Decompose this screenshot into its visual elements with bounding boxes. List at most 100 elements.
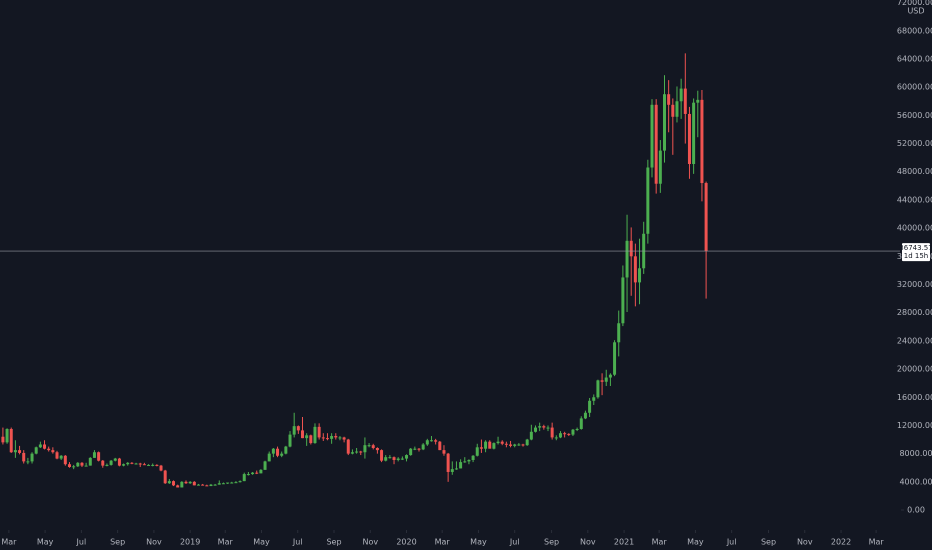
candle-body <box>355 451 359 453</box>
candle-body <box>400 458 404 460</box>
candle-body <box>313 426 317 444</box>
candle-body <box>346 439 350 454</box>
x-tick-label: Sep <box>326 538 341 547</box>
x-tick-label: Jul <box>509 538 520 547</box>
candle-body <box>18 450 22 453</box>
candle-body <box>517 444 521 446</box>
candle-body <box>479 447 483 449</box>
candle-body <box>579 418 583 429</box>
candle-body <box>5 428 9 443</box>
candle-body <box>554 437 558 439</box>
candle-body <box>246 474 250 476</box>
candle-body <box>238 481 242 483</box>
candle-body <box>679 88 683 102</box>
candle-body <box>59 455 63 459</box>
x-tick-label: 2020 <box>396 538 416 547</box>
candle-body <box>259 469 263 474</box>
candle-body <box>671 104 675 117</box>
candle-body <box>350 452 354 454</box>
candle-body <box>109 460 113 465</box>
y-tick-label: 0.00 <box>907 506 925 515</box>
candle-body <box>675 101 679 117</box>
candle-body <box>588 400 592 413</box>
x-tick-label: Nov <box>362 538 378 547</box>
candle-body <box>217 483 221 485</box>
y-tick-label: 60000.00 <box>897 83 932 92</box>
candle-body <box>488 441 492 449</box>
candle-body <box>63 455 67 465</box>
candle-body <box>300 430 304 439</box>
candle-body <box>126 462 130 465</box>
candle-body <box>213 484 217 486</box>
candle-body <box>413 448 417 450</box>
candle-body <box>467 459 471 462</box>
x-tick-label: May <box>37 538 54 547</box>
candle-body <box>55 452 59 459</box>
candle-body <box>230 482 234 484</box>
y-tick-label: 24000.00 <box>897 336 932 345</box>
candle-body <box>134 463 138 465</box>
x-tick-label: Mar <box>869 538 885 547</box>
candle-body <box>446 453 450 472</box>
candle-body <box>442 450 446 454</box>
candle-body <box>454 468 458 470</box>
candle-body <box>509 444 513 446</box>
candle-body <box>88 457 92 466</box>
candle-body <box>409 448 413 456</box>
candle-body <box>692 102 696 164</box>
candle-body <box>205 485 209 487</box>
candle-body <box>34 447 38 454</box>
candle-body <box>546 427 550 429</box>
candle-body <box>667 94 671 105</box>
x-tick-label: Mar <box>435 538 451 547</box>
candle-body <box>613 342 617 375</box>
candle-body <box>51 450 55 453</box>
candle-body <box>188 481 192 484</box>
y-tick-label: 40000.00 <box>897 224 932 233</box>
candle-body <box>1 436 5 443</box>
candle-body <box>375 448 379 451</box>
candle-body <box>450 469 454 472</box>
candle-body <box>80 462 84 466</box>
x-tick-label: 2021 <box>614 538 634 547</box>
candle-body <box>13 450 17 453</box>
candle-body <box>130 462 134 464</box>
x-tick-label: Mar <box>1 538 17 547</box>
candle-body <box>147 464 151 466</box>
candle-body <box>658 150 662 184</box>
candle-body <box>438 441 442 451</box>
candle-body <box>475 447 479 456</box>
candle-body <box>459 462 463 469</box>
candle-body <box>484 441 488 449</box>
candle-body <box>629 240 633 257</box>
x-tick-label: Jul <box>726 538 737 547</box>
candle-body <box>434 440 438 442</box>
candle-body <box>305 435 309 439</box>
price-label: 36743.57 <box>899 244 932 252</box>
candle-body <box>122 464 126 466</box>
candle-body <box>534 427 538 432</box>
x-tick-label: Sep <box>761 538 776 547</box>
candle-body <box>47 448 51 451</box>
candle-body <box>159 465 163 471</box>
candle-body <box>271 448 275 454</box>
candle-body <box>113 458 117 461</box>
candle-body <box>683 88 687 114</box>
candle-body <box>226 482 230 484</box>
candle-body <box>542 426 546 428</box>
x-tick-label: Sep <box>110 538 125 547</box>
candle-body <box>405 455 409 459</box>
x-tick-label: Jul <box>76 538 87 547</box>
y-tick-label: 56000.00 <box>897 111 932 120</box>
y-tick-label: 48000.00 <box>897 167 932 176</box>
currency-label: USD <box>907 7 924 16</box>
y-tick-label: 32000.00 <box>897 280 932 289</box>
candle-body <box>463 461 467 463</box>
candle-body <box>583 412 587 419</box>
candle-body <box>342 437 346 440</box>
candle-body <box>142 464 146 466</box>
candle-body <box>600 380 604 382</box>
candle-body <box>367 445 371 447</box>
candle-body <box>209 484 213 487</box>
candle-body <box>172 481 176 486</box>
